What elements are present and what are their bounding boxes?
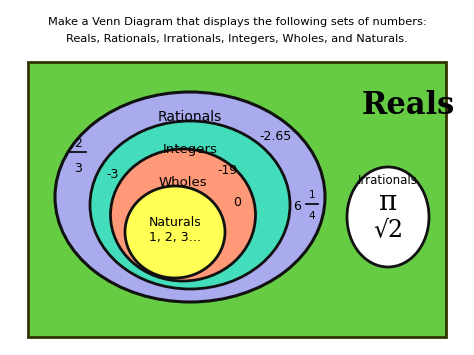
Ellipse shape: [110, 149, 255, 281]
Bar: [28, 62, 446, 337]
Ellipse shape: [125, 186, 225, 278]
Text: Integers: Integers: [163, 143, 218, 157]
Text: Irrationals: Irrationals: [358, 174, 418, 186]
Text: Make a Venn Diagram that displays the following sets of numbers:: Make a Venn Diagram that displays the fo…: [47, 17, 427, 27]
Text: 3: 3: [74, 162, 82, 175]
Text: -2.65: -2.65: [260, 131, 292, 143]
Text: π: π: [379, 190, 397, 217]
Text: -19: -19: [218, 164, 238, 176]
Text: 4: 4: [309, 211, 315, 221]
Text: Reals, Rationals, Irrationals, Integers, Wholes, and Naturals.: Reals, Rationals, Irrationals, Integers,…: [66, 34, 408, 44]
Text: Naturals: Naturals: [149, 215, 201, 229]
Text: 1, 2, 3…: 1, 2, 3…: [149, 230, 201, 244]
Ellipse shape: [90, 121, 290, 289]
Text: 2: 2: [74, 137, 82, 150]
Text: Wholes: Wholes: [159, 176, 207, 190]
Text: 6: 6: [293, 201, 301, 213]
Text: -3: -3: [107, 169, 119, 181]
Ellipse shape: [347, 167, 429, 267]
Text: Reals: Reals: [361, 90, 455, 121]
Text: 0: 0: [233, 196, 241, 208]
Text: 1: 1: [309, 190, 315, 200]
Ellipse shape: [55, 92, 325, 302]
Text: √2: √2: [373, 218, 403, 241]
Text: Rationals: Rationals: [158, 110, 222, 124]
